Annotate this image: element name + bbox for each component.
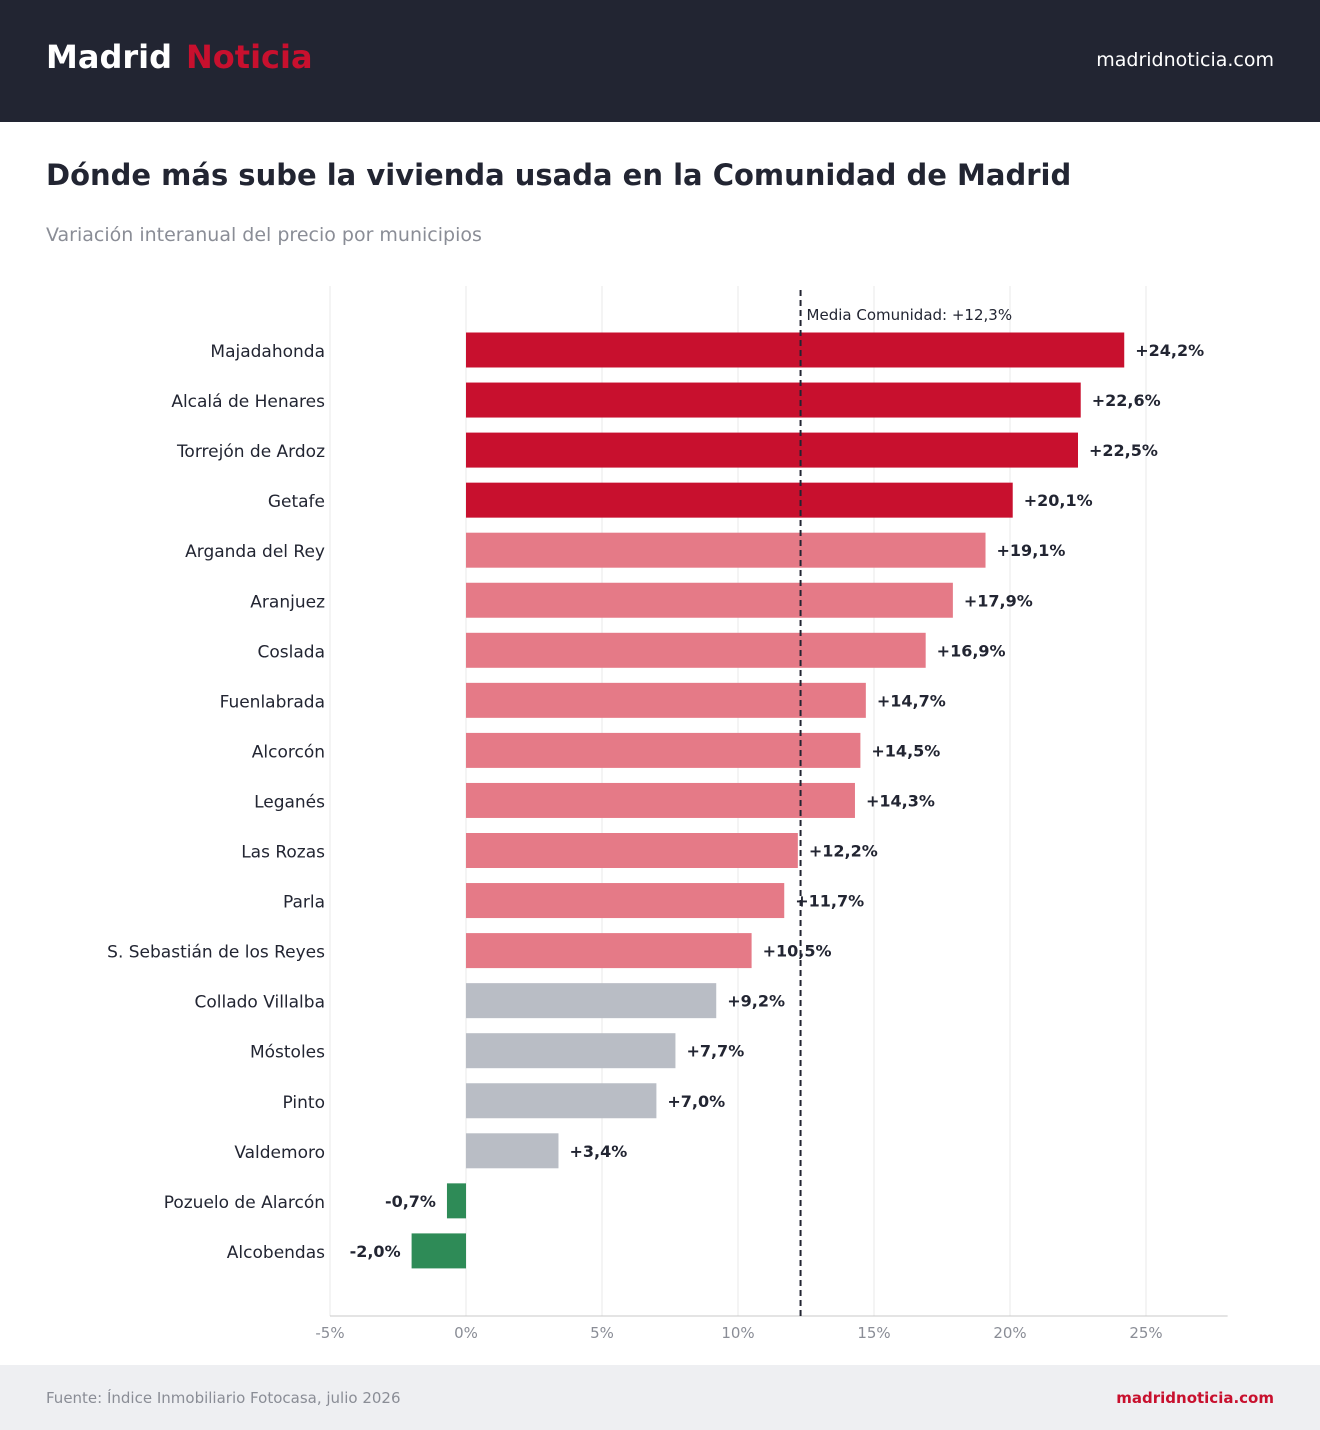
bar [466, 782, 855, 818]
category-label: Alcalá de Henares [171, 392, 325, 412]
chart-title: Dónde más sube la vivienda usada en la C… [46, 158, 1072, 192]
bar [466, 532, 986, 568]
category-label: S. Sebastián de los Reyes [107, 943, 325, 963]
category-label: Fuenlabrada [220, 692, 325, 712]
average-reference-label: Media Comunidad: +12,3% [807, 306, 1013, 324]
category-label: Alcobendas [227, 1243, 325, 1263]
bar [466, 1033, 676, 1069]
category-label: Collado Villalba [194, 993, 325, 1013]
category-label: Valdemoro [234, 1143, 325, 1163]
bar [466, 1133, 559, 1169]
x-tick-label: 0% [454, 1324, 478, 1342]
category-label: Majadahonda [210, 342, 325, 362]
x-tick-label: 25% [1129, 1324, 1162, 1342]
bar [466, 833, 798, 868]
value-label: +20,1% [1024, 491, 1093, 510]
value-label: +7,7% [686, 1042, 744, 1061]
bar [466, 582, 953, 618]
value-label: +22,5% [1089, 441, 1158, 460]
x-tick-label: 10% [721, 1324, 754, 1342]
category-label: Coslada [258, 642, 325, 662]
bar [466, 632, 926, 668]
bar [466, 332, 1125, 368]
x-tick-label: 20% [993, 1324, 1026, 1342]
value-label: +14,7% [877, 691, 946, 710]
bar [466, 883, 785, 919]
value-label: +11,7% [795, 892, 864, 911]
bar [466, 933, 752, 969]
category-label: Las Rozas [241, 843, 325, 863]
value-label: -0,7% [385, 1192, 436, 1211]
value-label: -2,0% [350, 1242, 401, 1261]
category-label: Alcorcón [252, 742, 325, 762]
value-label: +12,2% [809, 842, 878, 861]
category-label: Móstoles [250, 1043, 325, 1063]
value-label: +9,2% [727, 992, 785, 1011]
footer-site-link[interactable]: madridnoticia.com [1116, 1389, 1274, 1407]
source-note: Fuente: Índice Inmobiliario Fotocasa, ju… [46, 1389, 401, 1407]
bar [466, 432, 1078, 468]
brand-name-part2: Noticia [186, 38, 313, 76]
category-label: Parla [283, 893, 325, 913]
category-label: Torrejón de Ardoz [176, 442, 325, 462]
bar [466, 732, 861, 768]
x-tick-label: 5% [590, 1324, 614, 1342]
bar [466, 682, 866, 718]
category-label: Arganda del Rey [185, 542, 325, 562]
value-label: +17,9% [964, 591, 1033, 610]
bar [466, 382, 1081, 418]
value-label: +14,5% [871, 741, 940, 760]
chart-subtitle: Variación interanual del precio por muni… [46, 224, 482, 246]
value-label: +7,0% [667, 1092, 725, 1111]
category-label: Aranjuez [250, 592, 325, 612]
value-label: +24,2% [1135, 341, 1204, 360]
header-site-link[interactable]: madridnoticia.com [1096, 49, 1274, 71]
value-label: +22,6% [1092, 391, 1161, 410]
footer-bar: Fuente: Índice Inmobiliario Fotocasa, ju… [0, 1365, 1320, 1430]
bar [466, 983, 717, 1019]
value-label: +10,5% [763, 942, 832, 961]
category-label: Pozuelo de Alarcón [164, 1193, 325, 1213]
bar [446, 1183, 466, 1219]
category-label: Leganés [254, 792, 325, 812]
value-label: +14,3% [866, 791, 935, 810]
x-tick-label: 15% [857, 1324, 890, 1342]
value-label: +3,4% [569, 1142, 627, 1161]
value-label: +19,1% [997, 541, 1066, 560]
brand-logo[interactable]: Madrid Noticia [46, 38, 313, 76]
value-label: +16,9% [937, 641, 1006, 660]
category-label: Getafe [268, 492, 325, 512]
x-tick-label: -5% [315, 1324, 344, 1342]
bar [411, 1233, 466, 1269]
bar [466, 482, 1013, 518]
header-bar: Madrid Noticia madridnoticia.com [0, 0, 1320, 122]
category-label: Pinto [283, 1093, 325, 1113]
bar [466, 1083, 657, 1119]
bar-chart: -5% 0% 5% 10% 15% 20% 25% Majadahonda +24,2% Alca… [107, 286, 1228, 1342]
brand-name-part1: Madrid [46, 38, 172, 76]
